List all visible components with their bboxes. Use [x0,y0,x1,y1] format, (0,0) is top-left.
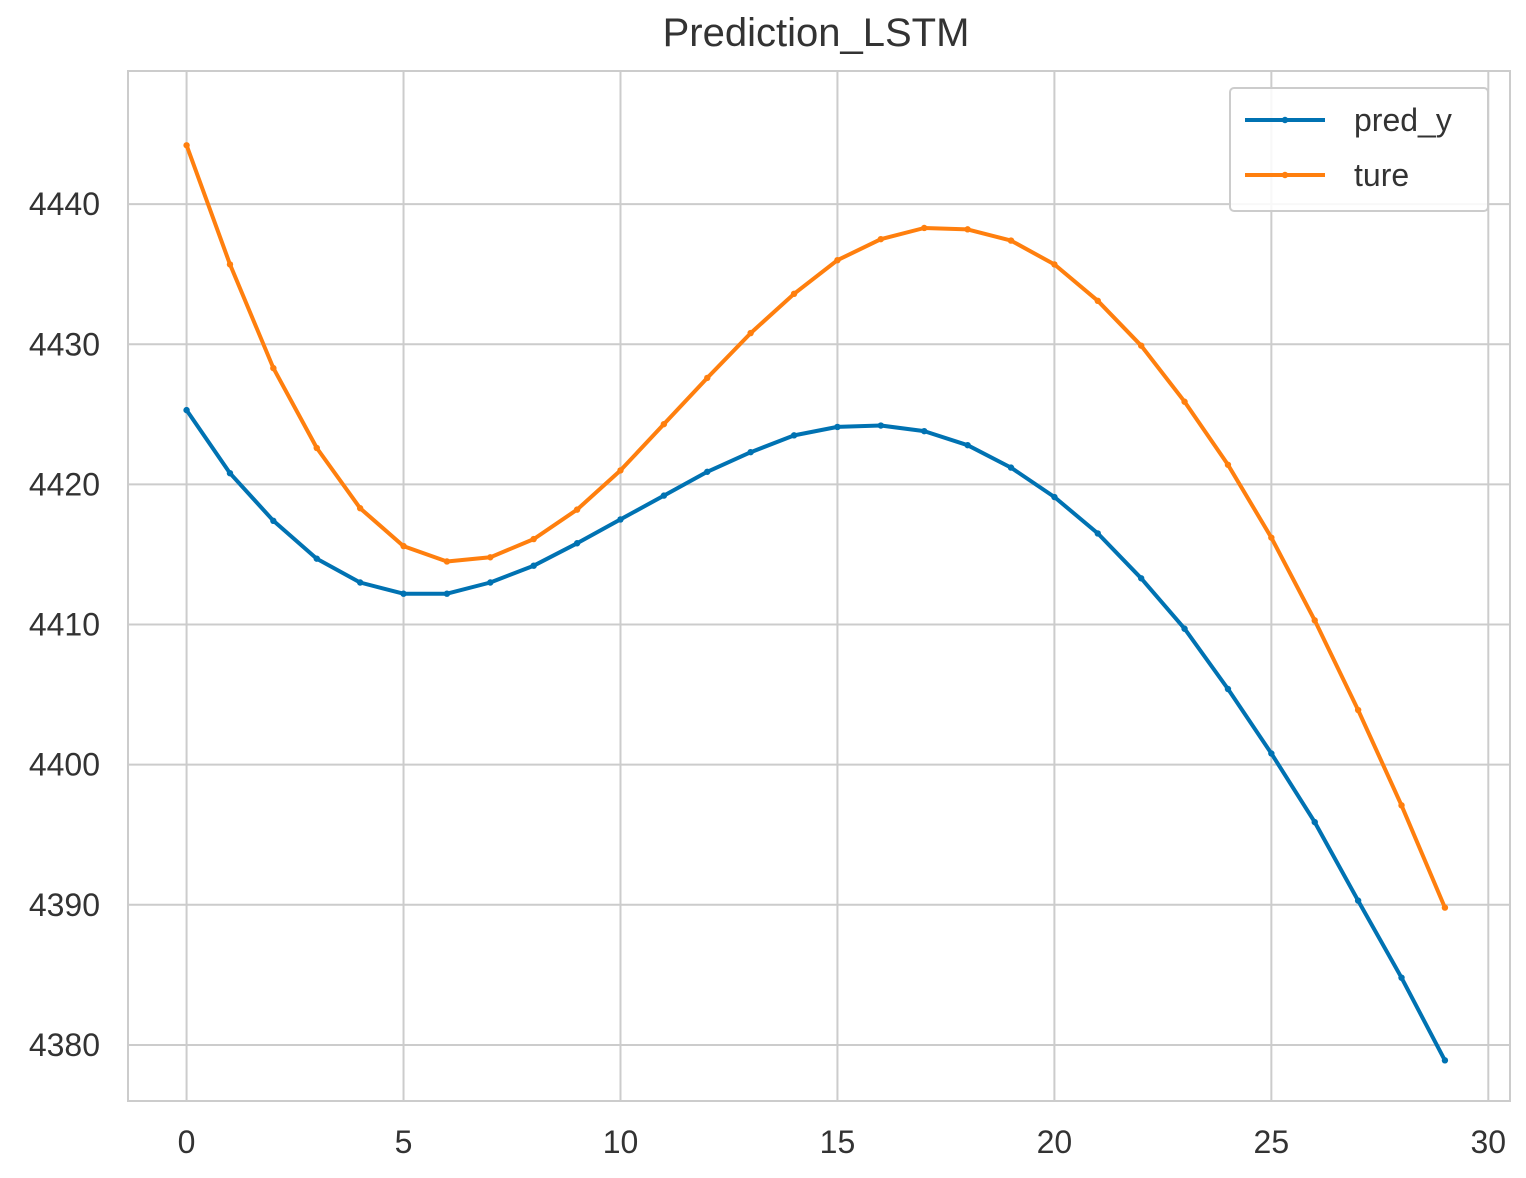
y-tick-label: 4400 [29,747,100,783]
data-point-pred_y [1354,897,1362,904]
data-point-pred_y [1441,1057,1449,1064]
data-point-pred_y [747,448,754,456]
data-point-ture [921,224,928,232]
y-tick-label: 4410 [29,607,100,643]
data-point-ture [1051,261,1058,268]
data-point-pred_y [1007,464,1015,471]
legend-marker-ture [1281,171,1289,179]
data-point-pred_y [530,562,537,569]
data-point-ture [747,329,754,337]
data-point-pred_y [834,423,841,431]
legend-label-ture: ture [1354,157,1409,193]
data-point-ture [313,444,320,452]
y-tick-label: 4430 [29,326,100,362]
data-point-ture [1137,342,1145,349]
data-point-pred_y [226,469,234,477]
data-point-pred_y [1094,530,1101,537]
series-line-pred_y [184,408,1447,1063]
data-point-pred_y [1137,575,1145,582]
y-tick-label: 4380 [29,1027,100,1063]
data-point-pred_y [1181,625,1188,632]
series-line-ture [184,143,1447,910]
axes-frame [127,70,1511,1102]
data-point-pred_y [400,590,407,597]
data-point-pred_y [704,468,711,475]
data-point-ture [530,535,537,543]
data-point-ture [270,364,277,372]
legend-label-pred_y: pred_y [1354,102,1452,138]
plot-frame [127,70,1511,1102]
data-point-ture [1354,706,1362,714]
data-point-ture [356,505,364,512]
data-point-ture [964,226,971,233]
grid-lines [128,71,1510,1101]
data-point-pred_y [1268,750,1275,757]
x-tick-label: 25 [1254,1124,1290,1160]
data-point-pred_y [921,427,928,435]
data-point-ture [1007,237,1015,244]
data-point-pred_y [573,540,581,547]
x-tick-label: 0 [178,1124,196,1160]
x-tick-label: 15 [820,1124,856,1160]
data-point-pred_y [356,579,364,586]
y-tick-labels: 4380 4390 4400 4410 4420 4430 4440 [29,186,100,1063]
data-point-pred_y [617,516,624,523]
data-point-ture [1268,534,1275,541]
data-point-pred_y [183,406,190,414]
data-point-ture [400,542,407,550]
data-point-pred_y [1311,818,1318,826]
data-point-pred_y [660,492,668,499]
data-point-ture [660,420,668,428]
data-point-pred_y [270,517,277,525]
data-point-ture [1094,297,1101,305]
data-point-ture [877,235,885,243]
data-point-pred_y [487,579,494,586]
data-point-ture [1441,904,1449,911]
x-tick-label: 20 [1037,1124,1073,1160]
data-point-pred_y [313,555,320,562]
x-tick-label: 30 [1471,1124,1507,1160]
y-tick-label: 4420 [29,466,100,502]
data-point-ture [790,290,798,298]
data-point-ture [487,554,494,561]
x-tick-labels: 0 5 10 15 20 25 30 [178,1124,1506,1160]
legend-marker-pred_y [1281,116,1289,124]
x-tick-label: 10 [603,1124,639,1160]
data-point-ture [443,558,451,565]
data-point-ture [183,142,190,149]
data-point-ture [1311,617,1318,624]
data-point-ture [1224,461,1232,468]
chart-title: Prediction_LSTM [663,11,970,55]
data-point-ture [226,261,234,268]
x-tick-label: 5 [395,1124,413,1160]
y-tick-label: 4440 [29,186,100,222]
data-point-ture [617,467,624,474]
data-point-pred_y [1224,685,1232,693]
data-point-pred_y [1398,974,1405,981]
data-point-pred_y [1051,493,1058,501]
data-point-pred_y [877,422,885,429]
data-point-ture [1181,398,1188,405]
data-point-ture [1398,802,1405,809]
data-point-ture [834,256,841,264]
data-point-pred_y [790,432,798,439]
data-point-pred_y [964,441,971,449]
data-point-ture [573,506,581,513]
data-point-ture [704,374,711,382]
y-tick-label: 4390 [29,887,100,923]
data-point-pred_y [443,590,451,597]
series-lines [183,142,1449,1064]
